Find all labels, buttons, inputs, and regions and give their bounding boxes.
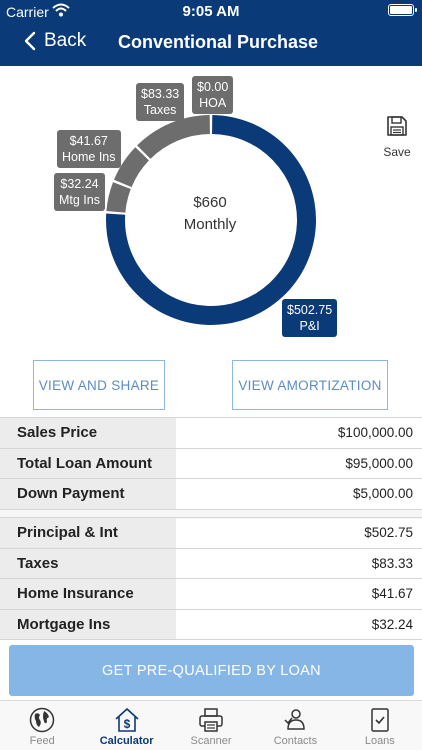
row-value: $5,000.00 [352, 486, 413, 502]
row-value: $95,000.00 [345, 455, 413, 471]
row-label: Sales Price [0, 418, 176, 448]
view-amortization-button[interactable]: VIEW AMORTIZATION [232, 360, 388, 410]
monthly-amount: $660 [193, 194, 227, 211]
row-label: Taxes [0, 548, 176, 578]
row-label: Down Payment [0, 479, 176, 509]
save-button[interactable]: Save [382, 114, 412, 159]
back-button[interactable]: Back [24, 30, 86, 52]
tab-label: Loans [364, 735, 395, 747]
row-label: Home Insurance [0, 579, 176, 609]
globe-icon [29, 707, 55, 733]
table-row: Total Loan Amount $95,000.00 [0, 448, 422, 479]
save-label: Save [383, 145, 411, 159]
svg-text:$: $ [123, 717, 130, 731]
printer-icon [199, 708, 223, 732]
donut-segment-taxes [137, 115, 210, 159]
tab-calculator[interactable]: $ Calculator [84, 701, 168, 750]
get-prequalified-button[interactable]: GET PRE-QUALIFIED BY LOAN [9, 645, 414, 696]
nav-bar: Back Conventional Purchase [0, 22, 422, 66]
carrier-name: Carrier [6, 4, 49, 20]
row-value: $502.75 [364, 525, 413, 541]
status-time: 9:05 AM [182, 3, 240, 20]
back-label: Back [44, 30, 87, 51]
contacts-icon [284, 709, 306, 730]
tag-hoa: $0.00 HOA [192, 76, 234, 114]
tag-pi-label: P&I [299, 319, 320, 333]
tag-taxes: $83.33 Taxes [136, 83, 185, 121]
floppy-disk-icon [387, 116, 407, 136]
tag-pi: $502.75 P&I [282, 299, 338, 337]
table-row: Sales Price $100,000.00 [0, 418, 422, 449]
row-label: Mortgage Ins [0, 609, 176, 639]
tag-mtg-ins-value: $32.24 [60, 177, 99, 191]
table-row: Home Insurance $41.67 [0, 579, 422, 610]
tag-pi-value: $502.75 [287, 303, 333, 317]
donut-segment-mtg-ins [106, 182, 131, 213]
row-value: $100,000.00 [337, 425, 413, 441]
chevron-left-icon [24, 31, 36, 51]
row-label: Principal & Int [0, 518, 176, 548]
row-value: $32.24 [371, 616, 413, 632]
wifi-icon [52, 2, 70, 21]
tag-home-ins-label: Home Ins [62, 150, 116, 164]
clipboard-check-icon [371, 708, 389, 732]
tab-loans[interactable]: Loans [338, 701, 422, 750]
table-row: Principal & Int $502.75 [0, 518, 422, 549]
tab-feed[interactable]: Feed [0, 701, 84, 750]
status-bar: Carrier 9:05 AM [0, 0, 422, 22]
battery-icon [388, 4, 417, 16]
table-row: Mortgage Ins $32.24 [0, 609, 422, 640]
tab-label: Scanner [190, 735, 232, 747]
donut-segment-home-ins [114, 147, 149, 188]
tag-hoa-value: $0.00 [197, 80, 229, 94]
tab-bar: Feed $ Calculator Scanner [0, 700, 422, 750]
tab-label: Calculator [99, 735, 154, 747]
tag-taxes-label: Taxes [143, 103, 177, 117]
donut-chart [106, 115, 317, 325]
row-label: Total Loan Amount [0, 448, 176, 478]
tab-scanner[interactable]: Scanner [169, 701, 253, 750]
tag-hoa-label: HOA [199, 96, 227, 110]
app-header: Carrier 9:05 AM Back Conventional Purcha… [0, 0, 422, 66]
section-divider [0, 510, 422, 519]
monthly-label: Monthly [183, 216, 237, 233]
tab-label: Contacts [273, 735, 318, 747]
table-row: Down Payment $5,000.00 [0, 479, 422, 510]
view-and-share-button[interactable]: VIEW AND SHARE [33, 360, 165, 410]
tag-home-ins-value: $41.67 [69, 134, 108, 148]
loan-table: Sales Price $100,000.00 Total Loan Amoun… [0, 417, 422, 510]
page-title: Conventional Purchase [118, 32, 319, 52]
payment-table: Principal & Int $502.75 Taxes $83.33 Hom… [0, 517, 422, 640]
row-value: $41.67 [371, 586, 413, 602]
house-dollar-icon: $ [115, 708, 139, 732]
payment-chart: $660 Monthly $0.00 HOA $83.33 Taxes $41.… [0, 66, 422, 356]
tab-label: Feed [29, 735, 55, 747]
tag-mtg-ins: $32.24 Mtg Ins [54, 173, 105, 211]
tab-contacts[interactable]: Contacts [253, 701, 337, 750]
tag-taxes-value: $83.33 [141, 87, 180, 101]
table-row: Taxes $83.33 [0, 548, 422, 579]
tag-mtg-ins-label: Mtg Ins [59, 193, 100, 207]
row-value: $83.33 [371, 555, 413, 571]
tag-home-ins: $41.67 Home Ins [57, 130, 121, 168]
